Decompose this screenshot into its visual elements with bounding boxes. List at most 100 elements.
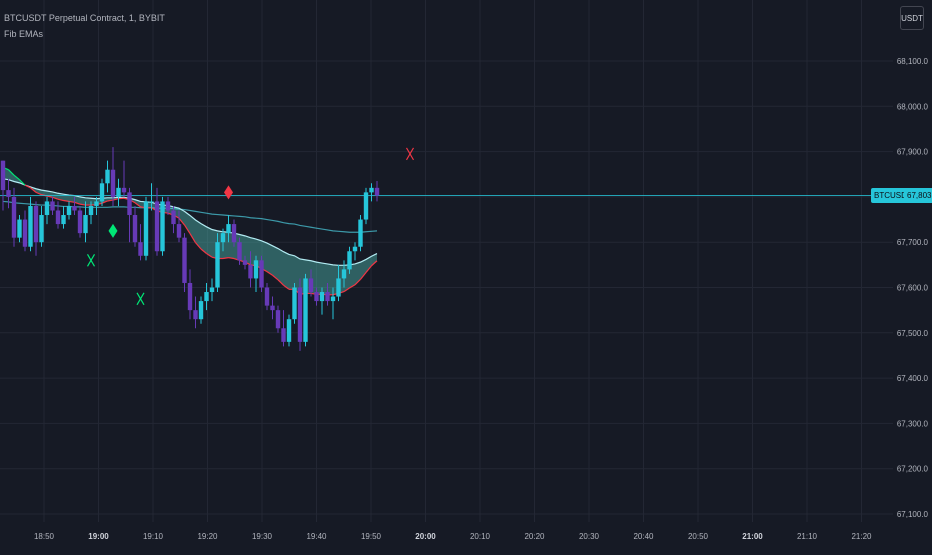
x-tick-label: 19:40 (306, 532, 327, 541)
candle-body (6, 190, 10, 197)
y-tick-label: 68,000.0 (897, 102, 929, 111)
candle-body (149, 201, 153, 202)
candle-body (309, 278, 313, 292)
candle-body (287, 319, 291, 342)
y-tick-label: 67,400.0 (897, 374, 929, 383)
candle-body (105, 170, 109, 184)
candle-body (45, 201, 49, 215)
candle-body (56, 210, 60, 224)
candle-body (78, 210, 82, 233)
candle-body (12, 197, 16, 238)
candle-body (243, 260, 247, 265)
candle-body (188, 283, 192, 310)
candle-body (199, 301, 203, 319)
candle-body (259, 260, 263, 287)
currency-button[interactable]: USDT (900, 6, 924, 30)
diamond-marker (109, 224, 118, 238)
candle-body (116, 188, 120, 197)
candle-body (248, 265, 252, 279)
candle-body (1, 161, 5, 190)
x-tick-label: 20:50 (688, 532, 709, 541)
candle-body (353, 247, 357, 252)
y-tick-label: 67,500.0 (897, 329, 929, 338)
candle-body (281, 328, 285, 342)
candle-body (193, 310, 197, 319)
candle-body (226, 224, 230, 233)
candle-body (265, 288, 269, 306)
x-tick-label: 20:30 (579, 532, 600, 541)
candle-body (182, 238, 186, 283)
candle-body (100, 183, 104, 201)
x-tick-label: 19:00 (88, 532, 109, 541)
candle-body (314, 292, 318, 301)
candle-body (166, 201, 170, 210)
candle-body (270, 306, 274, 311)
candle-body (23, 220, 27, 247)
x-tick-label: 20:40 (633, 532, 654, 541)
y-tick-label: 67,200.0 (897, 465, 929, 474)
x-tick-label: 20:00 (415, 532, 436, 541)
candle-body (177, 224, 181, 238)
candle-body (347, 251, 351, 269)
candle-body (331, 297, 335, 302)
candle-body (72, 206, 76, 211)
candle-body (138, 242, 142, 256)
x-tick-label: 19:50 (361, 532, 382, 541)
x-tick-label: 21:10 (797, 532, 818, 541)
candle-body (215, 242, 219, 287)
candle-body (204, 292, 208, 301)
x-tick-label: 21:00 (742, 532, 763, 541)
candle-body (325, 292, 329, 301)
candle-body (122, 188, 126, 193)
candles (1, 147, 379, 351)
candle-body (364, 192, 368, 219)
candle-body (67, 206, 71, 215)
candle-body (369, 188, 373, 193)
candle-body (276, 310, 280, 328)
x-tick-label: 18:50 (34, 532, 55, 541)
symbol-title[interactable]: BTCUSDT Perpetual Contract, 1, BYBIT (4, 10, 165, 26)
y-tick-label: 67,300.0 (897, 419, 929, 428)
y-tick-label: 67,600.0 (897, 284, 929, 293)
x-tick-label: 20:20 (524, 532, 545, 541)
price-axis[interactable]: 68,100.068,000.067,900.067,800.067,700.0… (897, 57, 929, 519)
candle-body (210, 288, 214, 293)
candle-body (342, 269, 346, 278)
candle-body (292, 288, 296, 320)
candle-body (171, 210, 175, 224)
candle-body (133, 215, 137, 242)
candle-body (358, 220, 362, 247)
candle-body (50, 201, 54, 210)
y-tick-label: 67,900.0 (897, 148, 929, 157)
candle-body (127, 192, 131, 215)
candle-body (155, 201, 159, 251)
x-tick-label: 19:30 (252, 532, 273, 541)
y-tick-label: 67,700.0 (897, 238, 929, 247)
candle-body (61, 215, 65, 224)
y-tick-label: 67,100.0 (897, 510, 929, 519)
last-price-label: 67,803.0 (904, 188, 932, 203)
candle-body (28, 206, 32, 247)
candle-body (298, 288, 302, 342)
candle-body (320, 292, 324, 301)
candle-body (237, 242, 241, 260)
x-tick-label: 21:20 (851, 532, 872, 541)
candle-body (94, 201, 98, 206)
candle-body (17, 220, 21, 238)
grid (0, 0, 893, 522)
candle-body (303, 278, 307, 341)
x-tick-label: 19:20 (197, 532, 218, 541)
x-tick-label: 20:10 (470, 532, 491, 541)
candle-body (39, 215, 43, 242)
indicator-name[interactable]: Fib EMAs (4, 26, 165, 42)
y-tick-label: 68,100.0 (897, 57, 929, 66)
candle-body (160, 201, 164, 251)
candle-body (34, 206, 38, 242)
candle-body (254, 260, 258, 278)
candle-body (83, 215, 87, 233)
candle-body (221, 233, 225, 242)
legend: BTCUSDT Perpetual Contract, 1, BYBIT Fib… (4, 10, 165, 42)
